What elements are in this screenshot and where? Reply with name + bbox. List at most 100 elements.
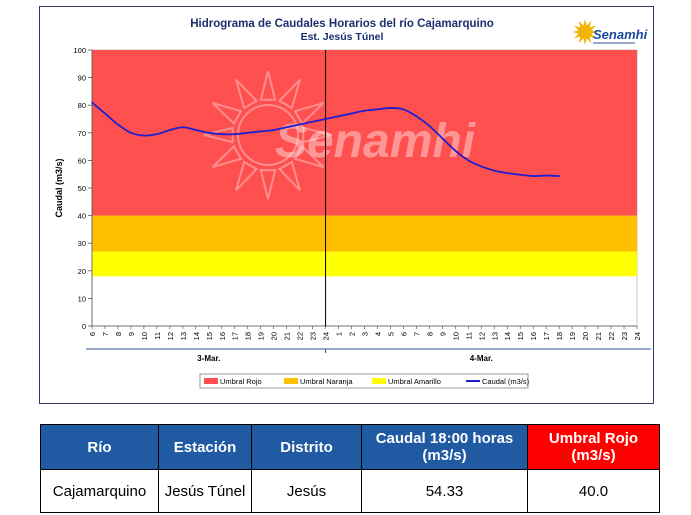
- threshold-band-2: [92, 251, 637, 277]
- data-point: [156, 133, 158, 135]
- x-tick-label: 10: [140, 332, 149, 340]
- watermark-ray: [259, 70, 277, 101]
- data-point: [91, 101, 93, 104]
- logo-sun-ray: [587, 20, 592, 27]
- logo-sun-ray: [583, 19, 587, 26]
- cell-estacion: Jesús Túnel: [158, 469, 252, 513]
- y-tick-label: 100: [73, 46, 86, 55]
- x-tick-label: 22: [296, 332, 305, 340]
- y-tick-label: 20: [78, 267, 86, 276]
- logo-sun-ray: [572, 30, 579, 34]
- data-point: [480, 165, 483, 168]
- flow-summary-table: Río Estación Distrito Caudal 18:00 horas…: [40, 424, 660, 513]
- y-axis-label: Caudal (m3/s): [54, 158, 64, 217]
- y-tick-label: 0: [82, 322, 86, 331]
- watermark-ray: [211, 102, 243, 126]
- watermark-ray: [211, 144, 243, 168]
- x-tick-label: 21: [283, 332, 292, 340]
- x-tick-label: 5: [386, 332, 395, 336]
- data-point: [389, 107, 392, 109]
- data-point: [454, 149, 457, 152]
- x-tick-label: 9: [438, 332, 447, 336]
- table-header-row: Río Estación Distrito Caudal 18:00 horas…: [40, 424, 660, 470]
- watermark-ray: [235, 160, 259, 192]
- data-point: [415, 115, 418, 118]
- watermark-ray: [302, 126, 333, 144]
- x-tick-label: 24: [322, 332, 331, 340]
- data-point: [558, 175, 560, 177]
- x-tick-label: 4: [373, 332, 382, 336]
- x-tick-label: 7: [101, 332, 110, 336]
- header-estacion: Estación: [158, 424, 252, 470]
- legend-swatch: [372, 378, 386, 384]
- logo-sun-ray: [578, 20, 583, 27]
- x-tick-label: 11: [464, 332, 473, 340]
- legend-swatch: [204, 378, 218, 384]
- y-tick-label: 90: [78, 74, 86, 83]
- data-point: [207, 132, 210, 134]
- cell-distrito: Jesús: [251, 469, 362, 513]
- logo-sun-ray: [573, 25, 580, 30]
- hydrograph-chart: Hidrograma de Caudales Horarios del río …: [39, 6, 654, 404]
- legend-swatch: [284, 378, 298, 384]
- x-tick-label: 17: [231, 332, 240, 340]
- watermark-ray: [293, 144, 325, 168]
- y-tick-label: 50: [78, 184, 86, 193]
- data-point: [311, 120, 314, 123]
- x-tick-label: 1: [335, 332, 344, 336]
- x-tick-label: 8: [114, 332, 123, 336]
- data-point: [324, 118, 327, 120]
- x-tick-label: 9: [127, 332, 136, 336]
- day-label: 4-Mar.: [470, 354, 493, 363]
- data-point: [259, 130, 262, 133]
- legend-label: Umbral Naranja: [300, 377, 353, 386]
- cell-caudal: 54.33: [361, 469, 528, 513]
- data-point: [130, 132, 132, 134]
- x-tick-label: 19: [257, 332, 266, 340]
- data-point: [285, 126, 288, 129]
- data-point: [441, 137, 444, 140]
- x-tick-label: 13: [490, 332, 499, 340]
- x-tick-label: 3: [361, 332, 370, 336]
- x-tick-label: 20: [270, 332, 279, 340]
- header-distrito: Distrito: [251, 424, 362, 470]
- watermark-ray: [277, 78, 301, 110]
- watermark-sun: [203, 70, 333, 200]
- chart-title: Hidrograma de Caudales Horarios del río …: [190, 18, 494, 30]
- x-tick-label: 10: [451, 332, 460, 340]
- y-tick-label: 70: [78, 129, 86, 138]
- watermark-ray: [277, 160, 301, 192]
- logo-sun-ray: [587, 37, 592, 44]
- data-point: [104, 112, 106, 115]
- watermark-text: Senamhi: [275, 115, 477, 168]
- header-umbral-rojo: Umbral Rojo (m3/s): [527, 424, 660, 470]
- x-tick-label: 18: [244, 332, 253, 340]
- table-row: Cajamarquino Jesús Túnel Jesús 54.33 40.…: [40, 469, 660, 513]
- x-tick-label: 14: [192, 332, 201, 340]
- x-tick-label: 21: [594, 332, 603, 340]
- legend-label: Umbral Rojo: [220, 377, 262, 386]
- logo-text: Senamhi: [593, 27, 648, 42]
- data-point: [519, 173, 522, 176]
- data-point: [298, 123, 301, 126]
- y-tick-label: 80: [78, 101, 86, 110]
- data-point: [493, 169, 496, 172]
- data-point: [220, 133, 223, 135]
- legend-label: Umbral Amarillo: [388, 377, 441, 386]
- logo-sun-ray: [573, 34, 580, 39]
- senamhi-logo: Senamhi: [572, 19, 648, 45]
- data-point: [246, 132, 249, 134]
- data-point: [363, 109, 366, 112]
- header-rio: Río: [40, 424, 159, 470]
- x-tick-label: 23: [620, 332, 629, 340]
- header-caudal: Caudal 18:00 horas (m3/s): [361, 424, 528, 470]
- data-point: [182, 126, 184, 129]
- x-tick-label: 2: [348, 332, 357, 336]
- data-point: [350, 112, 353, 115]
- x-tick-label: 12: [166, 332, 175, 340]
- logo-sun-ray: [583, 38, 587, 45]
- legend-label: Caudal (m3/s): [482, 377, 530, 386]
- x-tick-label: 20: [581, 332, 590, 340]
- watermark-ray: [293, 102, 325, 126]
- logo-sun-ray: [590, 25, 597, 30]
